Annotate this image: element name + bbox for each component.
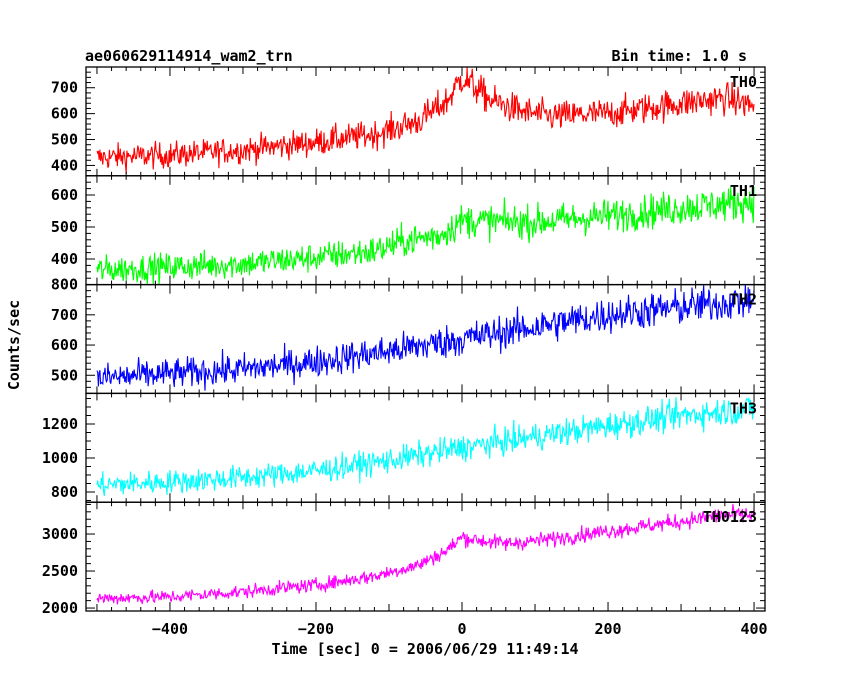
bin-time-label: Bin time: 1.0 s <box>612 47 747 65</box>
y-tick-label: 500 <box>51 131 78 149</box>
series-line-th0 <box>96 67 755 174</box>
y-tick-label: 2000 <box>42 599 78 617</box>
panel-frame <box>85 283 766 395</box>
y-tick-label: 800 <box>51 483 78 501</box>
y-tick-label: 600 <box>51 186 78 204</box>
panel-frame <box>85 392 766 503</box>
series-line-th1 <box>96 186 755 285</box>
y-tick-label: 400 <box>51 250 78 268</box>
panel-th2: 500 600 700 800 TH2 <box>51 276 766 395</box>
panel-label-th3: TH3 <box>730 399 757 417</box>
series-line-th2 <box>96 284 755 391</box>
y-tick-label: 3000 <box>42 525 78 543</box>
y-tick-label: 2500 <box>42 562 78 580</box>
panel-th3: 800 1000 1200 TH3 <box>42 392 766 503</box>
series-line-th3 <box>96 397 755 497</box>
x-axis-label: Time [sec] 0 = 2006/06/29 11:49:14 <box>271 640 578 658</box>
y-tick-label: 500 <box>51 366 78 384</box>
y-tick-label: 800 <box>51 276 78 294</box>
x-tick-label: 0 <box>457 620 466 638</box>
y-tick-label: 700 <box>51 79 78 97</box>
panel-th0123: 2000 2500 3000 TH0123 <box>42 501 766 617</box>
panel-th1: 400 500 600 TH1 <box>51 175 766 286</box>
y-tick-label: 600 <box>51 105 78 123</box>
panels-group: 400 500 600 700 TH0 400 500 600 TH1 500 600 700 800 T… <box>42 66 768 638</box>
y-tick-label: 1200 <box>42 415 78 433</box>
y-tick-label: 400 <box>51 156 78 174</box>
y-axis-label: Counts/sec <box>5 300 23 390</box>
x-tick-label: 200 <box>594 620 621 638</box>
panel-label-th0: TH0 <box>730 73 757 91</box>
panel-th0: 400 500 600 700 TH0 <box>51 66 766 177</box>
panel-label-th0123: TH0123 <box>703 508 757 526</box>
y-tick-label: 1000 <box>42 449 78 467</box>
y-tick-label: 600 <box>51 336 78 354</box>
x-tick-label: −200 <box>298 620 334 638</box>
y-tick-label: 700 <box>51 306 78 324</box>
y-tick-label: 500 <box>51 218 78 236</box>
x-tick-label: 400 <box>741 620 768 638</box>
x-tick-label: −400 <box>152 620 188 638</box>
series-line-th0123 <box>96 503 755 605</box>
panel-label-th1: TH1 <box>730 182 757 200</box>
plot-title: ae060629114914_wam2_trn <box>85 47 293 65</box>
panel-label-th2: TH2 <box>730 291 757 309</box>
